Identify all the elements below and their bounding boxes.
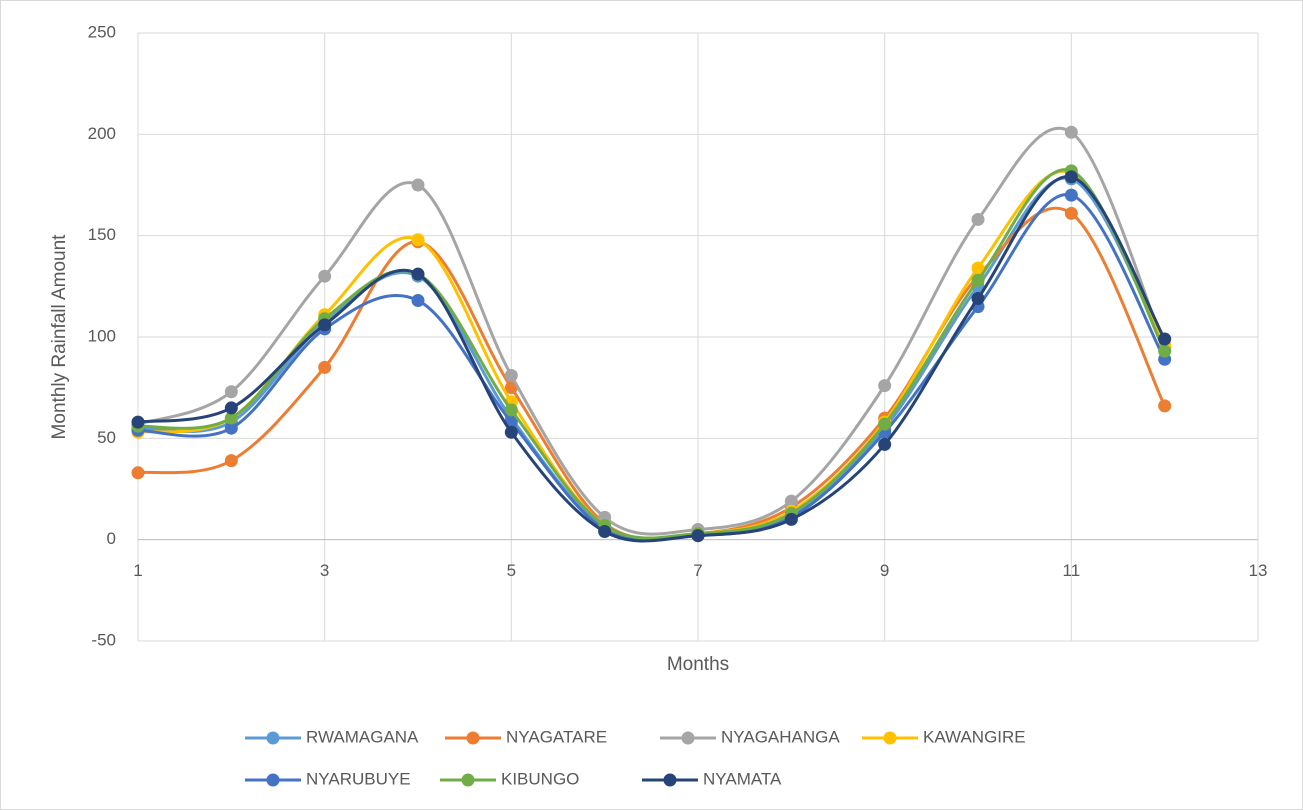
- data-point: [504, 403, 518, 417]
- data-point: [224, 401, 238, 415]
- data-point: [131, 415, 145, 429]
- x-tick-label: 1: [133, 561, 142, 580]
- data-point: [1064, 188, 1078, 202]
- data-point: [504, 381, 518, 395]
- data-point: [971, 212, 985, 226]
- data-point: [1158, 332, 1172, 346]
- x-tick-label: 5: [507, 561, 516, 580]
- legend-marker: [461, 773, 475, 787]
- data-point: [318, 360, 332, 374]
- x-tick-label: 11: [1063, 561, 1081, 580]
- legend-marker: [663, 773, 677, 787]
- legend-label: KIBUNGO: [501, 769, 579, 788]
- x-tick-label: 9: [880, 561, 889, 580]
- data-point: [784, 494, 798, 508]
- legend-label: NYAGATARE: [506, 727, 607, 746]
- legend-label: NYARUBUYE: [306, 769, 411, 788]
- y-tick-label: 150: [88, 225, 116, 244]
- y-tick-label: 100: [88, 326, 116, 345]
- legend-label: KAWANGIRE: [923, 727, 1026, 746]
- data-point: [131, 466, 145, 480]
- legend-label: NYAGAHANGA: [721, 727, 840, 746]
- data-point: [504, 425, 518, 439]
- data-point: [318, 318, 332, 332]
- data-point: [411, 294, 425, 308]
- data-point: [878, 379, 892, 393]
- x-tick-label: 7: [693, 561, 702, 580]
- legend-marker: [266, 773, 280, 787]
- data-point: [1064, 170, 1078, 184]
- legend-label: NYAMATA: [703, 769, 782, 788]
- data-point: [784, 512, 798, 526]
- data-point: [411, 267, 425, 281]
- x-axis-label: Months: [667, 654, 729, 675]
- data-point: [411, 178, 425, 192]
- x-tick-label: 13: [1249, 561, 1268, 580]
- y-tick-label: 0: [107, 529, 116, 548]
- y-tick-label: 250: [88, 22, 116, 41]
- legend-marker: [681, 731, 695, 745]
- y-tick-label: 200: [88, 124, 116, 143]
- data-point: [878, 437, 892, 451]
- x-tick-label: 3: [320, 561, 329, 580]
- data-point: [224, 385, 238, 399]
- data-point: [691, 529, 705, 543]
- data-point: [224, 421, 238, 435]
- legend-marker: [466, 731, 480, 745]
- legend-marker: [883, 731, 897, 745]
- data-point: [224, 411, 238, 425]
- data-point: [878, 417, 892, 431]
- legend-label: RWAMAGANA: [306, 727, 419, 746]
- data-point: [1158, 399, 1172, 413]
- data-point: [1064, 125, 1078, 139]
- data-point: [318, 269, 332, 283]
- data-point: [971, 291, 985, 305]
- legend-marker: [266, 731, 280, 745]
- y-tick-label: 50: [97, 428, 116, 447]
- data-point: [504, 369, 518, 383]
- data-point: [971, 261, 985, 275]
- y-tick-label: -50: [91, 630, 116, 649]
- data-point: [1064, 206, 1078, 220]
- data-point: [598, 525, 612, 539]
- data-point: [1158, 344, 1172, 358]
- y-axis-label: Monthly Rainfall Amount: [49, 234, 70, 440]
- data-point: [411, 233, 425, 247]
- data-point: [224, 454, 238, 468]
- data-point: [971, 273, 985, 287]
